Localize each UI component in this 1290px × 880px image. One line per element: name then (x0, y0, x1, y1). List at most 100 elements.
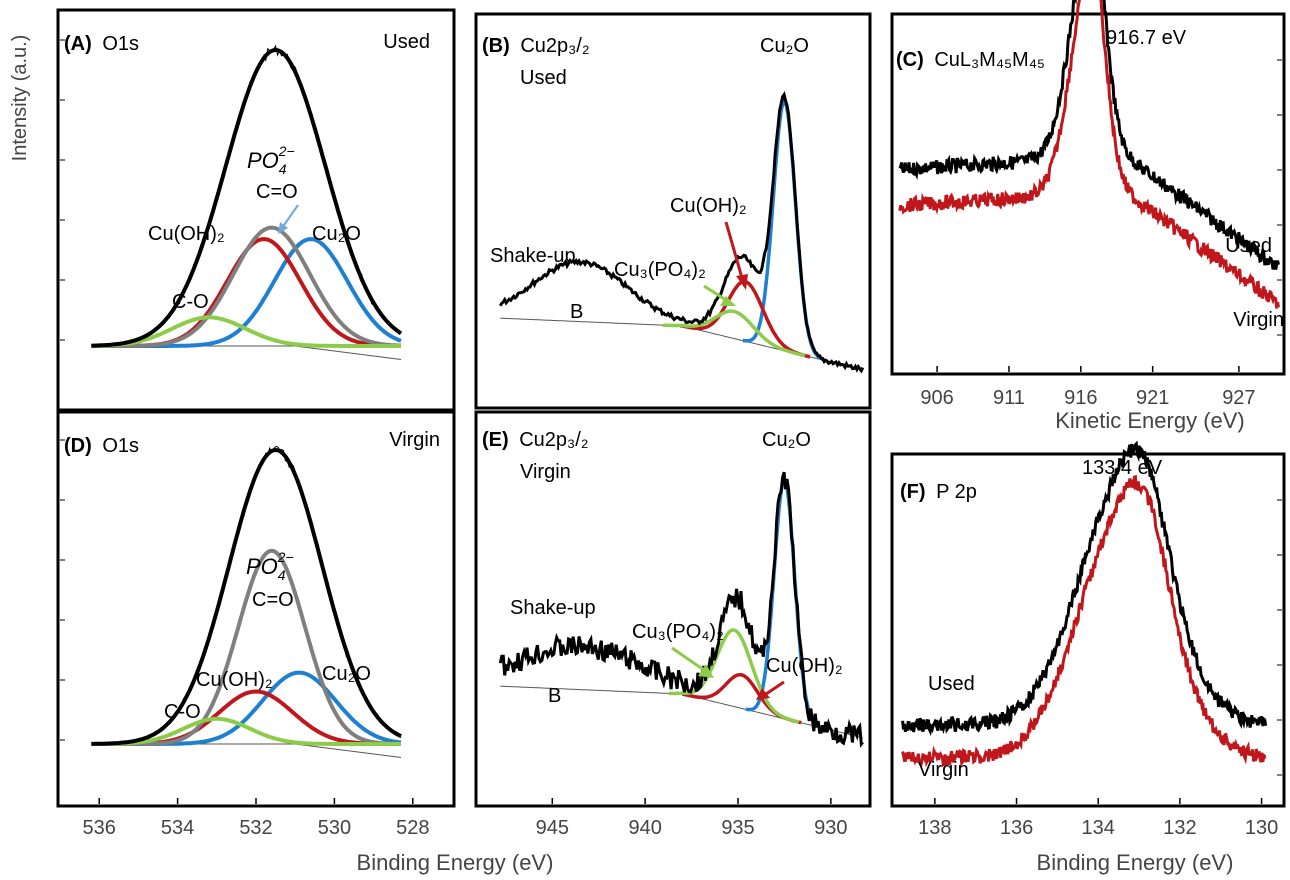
panel-b-letter: (B) (482, 35, 510, 57)
x-axis-label-right: Binding Energy (eV) (1037, 850, 1234, 875)
panel-a-arrow (281, 204, 299, 229)
panel-e-arrowhead-cu3po42 (698, 664, 714, 678)
panel-a-po4-sup: 2− (278, 143, 295, 159)
panel-d-letter: (D) (64, 435, 92, 457)
panel-b-component-line (662, 309, 806, 358)
panel-a-co-label: C-O (172, 291, 209, 313)
panel-d-xtick-label: 534 (161, 817, 194, 839)
x-axis-label-left: Binding Energy (eV) (357, 850, 554, 875)
panel-b-condition: Used (520, 67, 567, 89)
panel-f-series-line (901, 474, 1267, 768)
panel-b-spectrum-line (499, 90, 865, 374)
panel-d-co-double: C=O (252, 589, 294, 611)
panel-c-frame (890, 12, 1286, 376)
panel-a-condition: Used (383, 31, 430, 53)
panel-b-arrow-cuoh2 (724, 221, 744, 279)
panel-f-frame (890, 452, 1286, 808)
panel-c-xlabel: Kinetic Energy (eV) (1055, 408, 1245, 433)
panel-e-satellite-label: B (548, 685, 561, 707)
panel-c-peak-label: 916.7 eV (1106, 27, 1187, 49)
panel-e-xtick-label: 940 (628, 817, 661, 839)
panel-c-xtick-label: 911 (993, 387, 1025, 409)
panel-b-cu2o-label: Cu₂O (760, 35, 809, 57)
panel-b-cu3po42-label: Cu₃(PO₄)₂ (614, 259, 706, 281)
panel-e: (E) Cu2p₃/₂ Virgin 945 940 935 930 Cu₂O Sha… (474, 410, 872, 839)
panel-d-condition: Virgin (389, 429, 440, 451)
panel-c-series-label: Virgin (1233, 309, 1284, 331)
panel-a-component-line (91, 315, 401, 348)
panel-e-xtick-label: 935 (721, 817, 754, 839)
panel-f-xtick-label: 132 (1163, 817, 1196, 839)
panel-e-shakeup-label: Shake-up (510, 597, 596, 619)
panel-d-po4-label: PO (246, 554, 278, 579)
panel-d-po4-sup: 2− (277, 549, 294, 565)
svg-text:(D) O1s: (D) O1s (64, 435, 139, 457)
panel-f-xtick-label: 136 (1000, 817, 1033, 839)
panel-a: (A) O1s Used PO4 2− C=O Cu(OH)₂ Cu₂O C-O (56, 8, 456, 412)
y-axis-label: Intensity (a.u.) (9, 35, 31, 162)
panel-b-arrowhead-cuoh2 (736, 274, 748, 290)
panel-a-envelope-line (91, 47, 403, 348)
panel-a-component-line (91, 225, 402, 348)
panel-d-envelope-line (91, 447, 402, 746)
panel-c-xtick-label: 921 (1136, 387, 1169, 409)
panel-b-frame (474, 12, 872, 410)
panel-d-component-line (91, 548, 401, 746)
panel-e-arrow-cu3po42 (671, 646, 705, 672)
panel-d-cuoh2-label: Cu(OH)₂ (196, 669, 273, 691)
panel-a-cu2o-label: Cu₂O (312, 223, 361, 245)
panel-c-letter: (C) (896, 49, 924, 71)
svg-text:(B) Cu2p₃/₂: (B) Cu2p₃/₂ (482, 35, 590, 57)
panel-e-frame (474, 410, 872, 808)
panel-a-cuoh2-label: Cu(OH)₂ (148, 223, 225, 245)
panel-b-cuoh2-label: Cu(OH)₂ (670, 195, 747, 217)
panel-d-component-line (91, 716, 401, 746)
panel-b-title: Cu2p₃/₂ (520, 35, 589, 57)
panel-a-background-line (91, 345, 402, 360)
panel-f: (F) P 2p 133.4 eV Used Virgin 138 136 134 132… (890, 440, 1286, 839)
panel-f-xtick-label: 138 (918, 817, 951, 839)
panel-c-plot: Used Virgin 906 911 916 921 927 (898, 0, 1284, 409)
panel-d-xtick-label: 536 (83, 817, 116, 839)
svg-text:(A) O1s: (A) O1s (64, 33, 139, 55)
panel-a-co-double: C=O (256, 181, 298, 203)
panel-d-xtick-label: 532 (239, 817, 272, 839)
panel-c-xtick-label: 916 (1064, 387, 1097, 409)
panel-c-xtick-label: 927 (1222, 387, 1255, 409)
panel-c: (C) CuL₃M₄₅M₄₅ 916.7 eV Used Virgin 906 911… (890, 0, 1286, 433)
panel-e-xtick-label: 930 (814, 817, 847, 839)
panel-c-title: CuL₃M₄₅M₄₅ (934, 49, 1045, 71)
panel-f-letter: (F) (900, 481, 926, 503)
panel-e-condition: Virgin (520, 461, 571, 483)
panel-f-series-label: Virgin (918, 759, 969, 781)
panel-b-arrowhead-cu3po42 (720, 296, 736, 306)
panel-f-xtick-label: 130 (1245, 817, 1278, 839)
panel-a-raw-data-line (91, 44, 402, 347)
panel-f-title: P 2p (936, 481, 977, 503)
panel-d-xtick-label: 528 (396, 817, 429, 839)
panel-a-frame (56, 8, 456, 412)
panel-e-title: Cu2p₃/₂ (519, 429, 588, 451)
panel-f-peak-label: 133.4 eV (1082, 457, 1163, 479)
panel-b-satellite-label: B (570, 301, 583, 323)
panel-e-cuoh2-label: Cu(OH)₂ (766, 655, 843, 677)
panel-e-spectrum-line (498, 471, 864, 748)
panel-a-plot (60, 39, 403, 360)
panel-d-po4-sub: 4 (278, 567, 286, 583)
panel-b-arrow-cu3po42 (703, 284, 727, 302)
panel-a-po4-label: PO (247, 148, 279, 173)
panel-e-cu3po42-label: Cu₃(PO₄)₂ (632, 621, 724, 643)
panel-d-frame (56, 410, 456, 808)
panel-f-series-label: Used (928, 673, 975, 695)
svg-text:PO42−: PO4 2− (247, 143, 295, 177)
panel-d-plot: 536 534 532 530 528 (60, 439, 429, 839)
panel-f-series-line (901, 440, 1268, 737)
panel-e-letter: (E) (482, 429, 509, 451)
panel-c-series-label: Used (1225, 235, 1272, 257)
panel-a-po4-sub: 4 (279, 161, 287, 177)
panel-e-cu2o-label: Cu₂O (762, 429, 811, 451)
svg-text:(F) P 2p: (F) P 2p (900, 481, 977, 503)
panel-e-arrowhead-cuoh2 (756, 688, 770, 700)
panel-e-xtick-label: 945 (536, 817, 569, 839)
panel-d-background-line (91, 743, 402, 758)
